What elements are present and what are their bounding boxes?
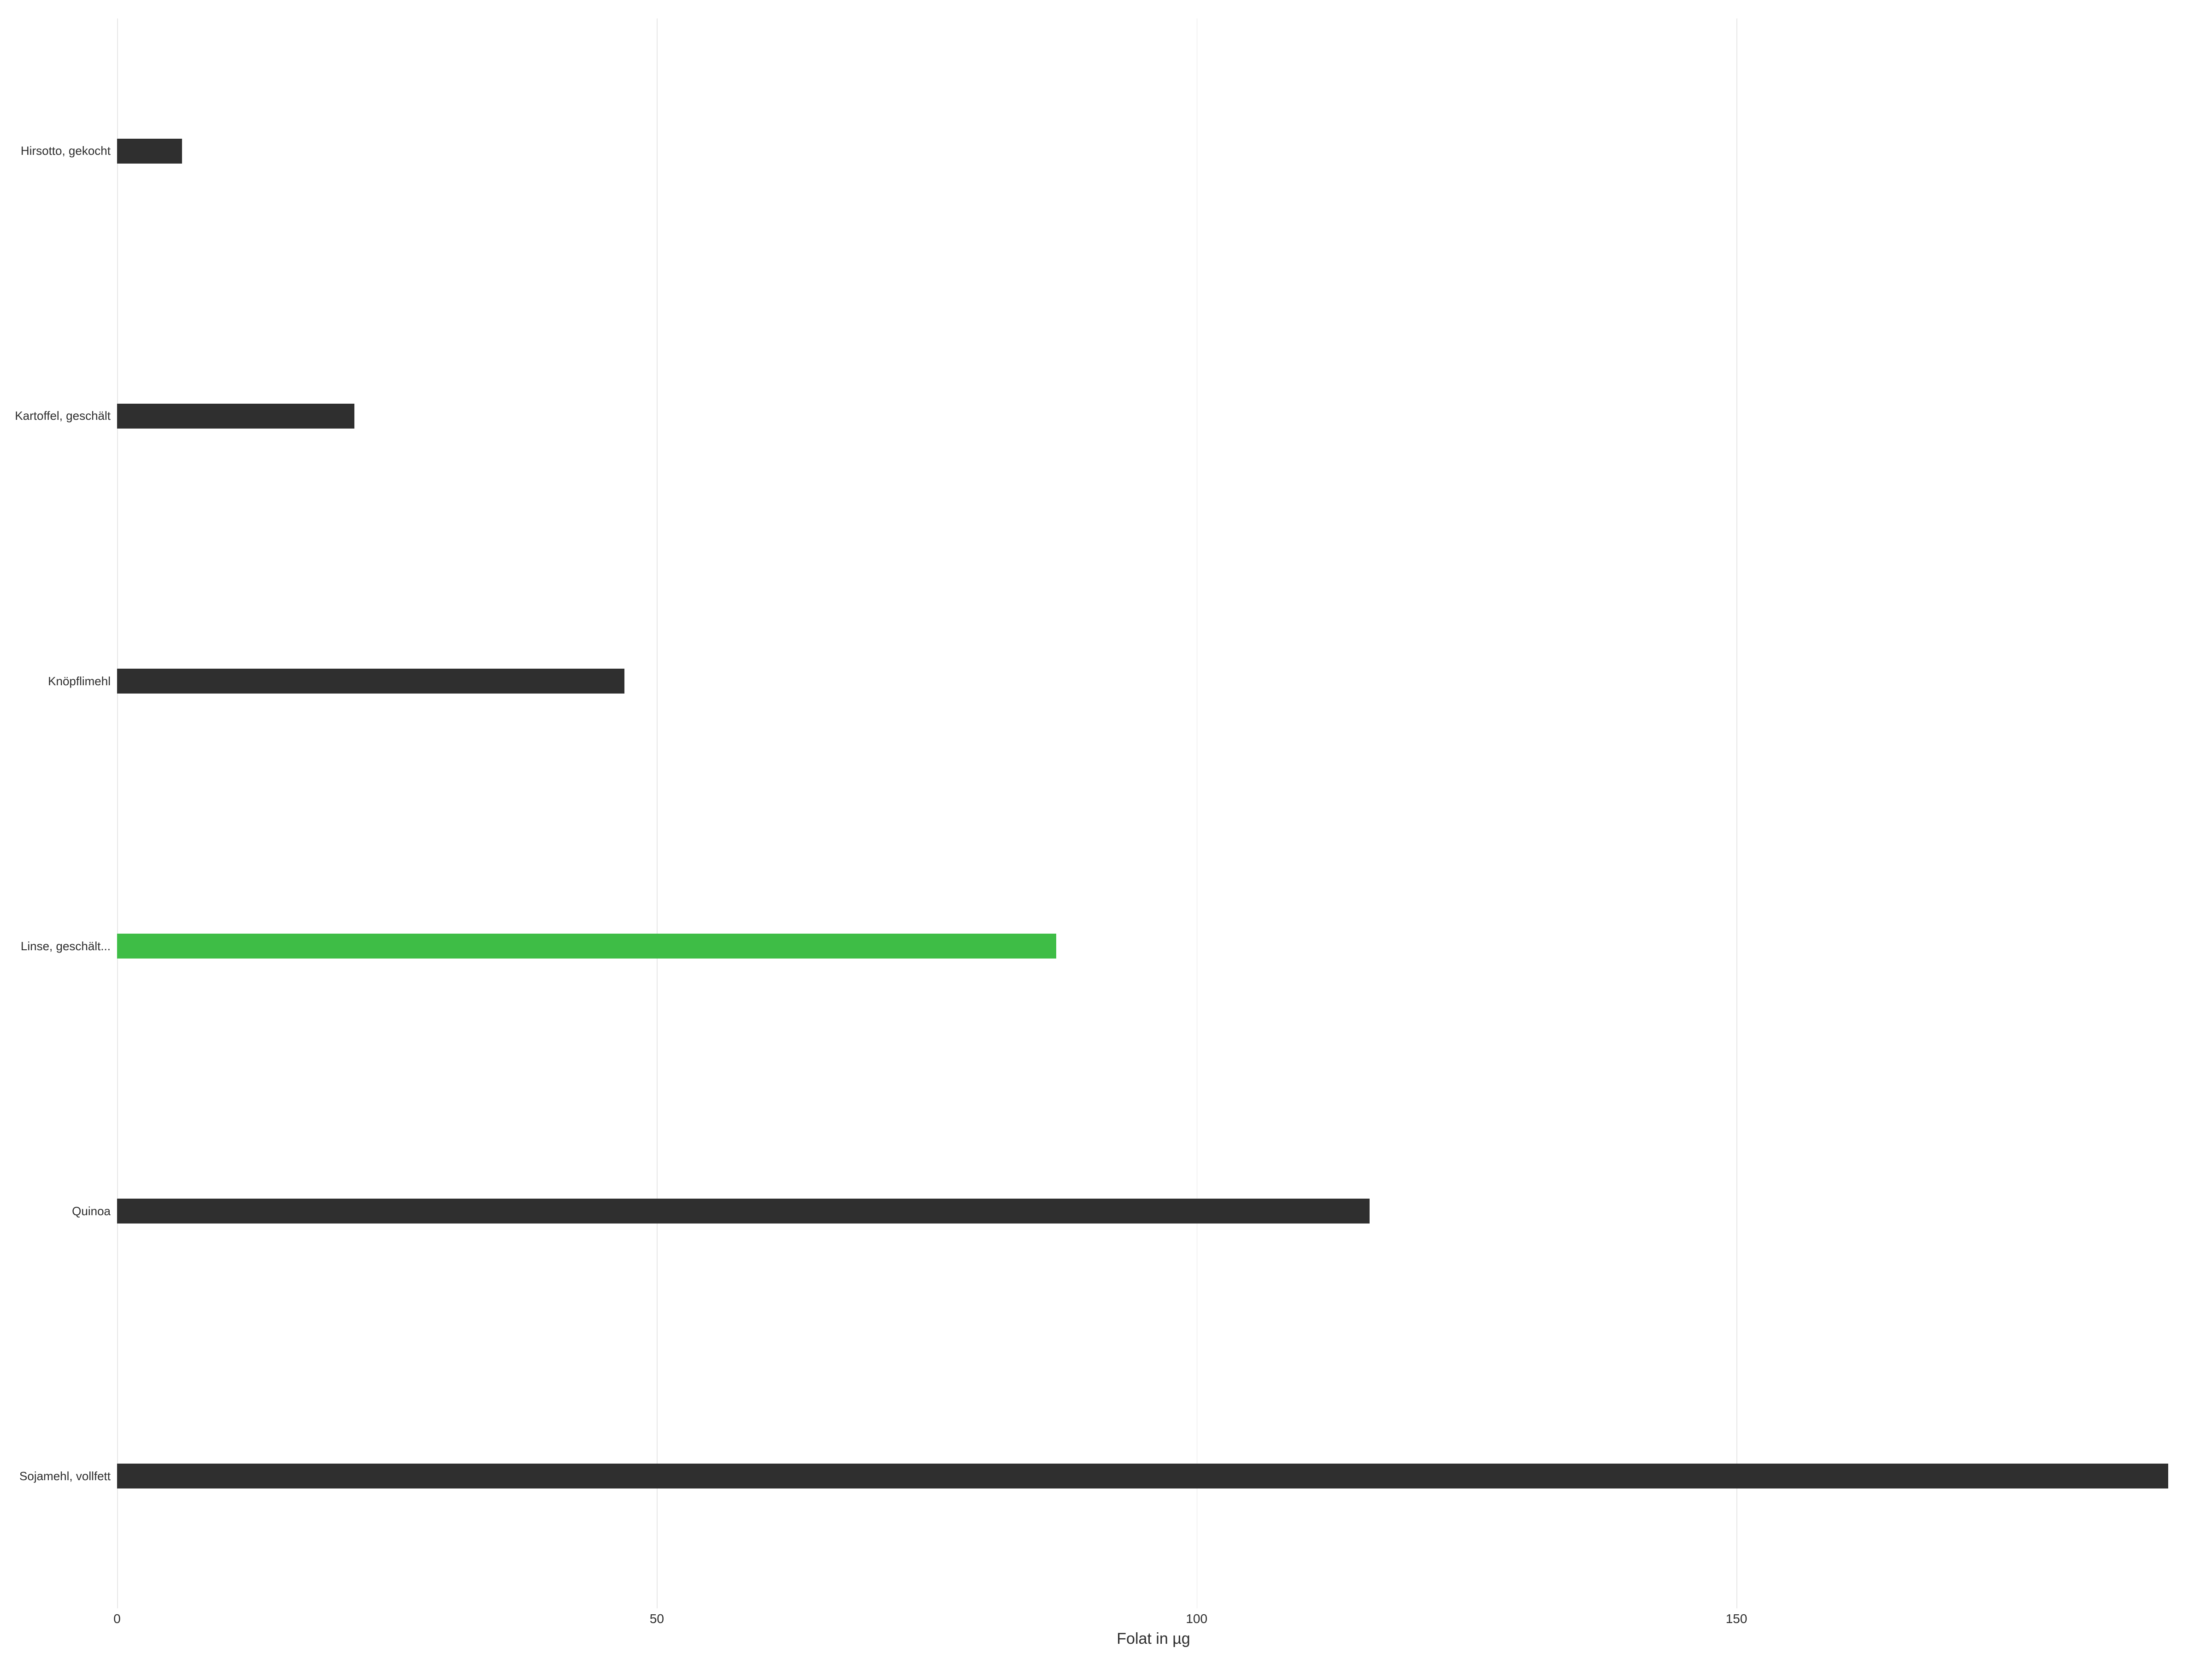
y-label: Linse, geschält...: [11, 940, 111, 953]
bar-linse: [117, 934, 1056, 959]
bar-hirsotto: [117, 139, 182, 164]
x-axis-ticks: 050100150: [117, 1612, 2190, 1629]
x-axis-title: Folat in µg: [117, 1629, 2190, 1648]
bar-sojamehl: [117, 1464, 2168, 1488]
y-label: Sojamehl, vollfett: [11, 1470, 111, 1483]
bar-slot: [117, 1199, 2190, 1224]
x-axis-title-row: Folat in µg: [11, 1629, 2190, 1648]
y-label: Knöpflimehl: [11, 675, 111, 688]
plot-row: Hirsotto, gekocht Kartoffel, geschält Kn…: [11, 18, 2190, 1609]
bar-kartoffel: [117, 404, 354, 429]
plot-area: [117, 18, 2190, 1609]
bars-container: [117, 18, 2190, 1608]
bar-slot: [117, 404, 2190, 429]
y-axis-labels: Hirsotto, gekocht Kartoffel, geschält Kn…: [11, 18, 117, 1609]
bar-slot: [117, 669, 2190, 694]
x-axis-ticks-row: 0 50 100 150: [11, 1612, 2190, 1629]
x-tick-label: 100: [1186, 1612, 1207, 1626]
y-label: Hirsotto, gekocht: [11, 144, 111, 158]
bar-slot: [117, 1464, 2190, 1488]
bar-knoepflimehl: [117, 669, 624, 694]
bar-quinoa: [117, 1199, 1370, 1224]
y-label: Kartoffel, geschält: [11, 409, 111, 423]
bar-slot: [117, 139, 2190, 164]
x-tick-label: 0: [113, 1612, 121, 1626]
x-tick-label: 50: [650, 1612, 664, 1626]
x-tick-label: 150: [1726, 1612, 1747, 1626]
folat-bar-chart: Hirsotto, gekocht Kartoffel, geschält Kn…: [11, 18, 2190, 1648]
y-label: Quinoa: [11, 1205, 111, 1218]
bar-slot: [117, 934, 2190, 959]
